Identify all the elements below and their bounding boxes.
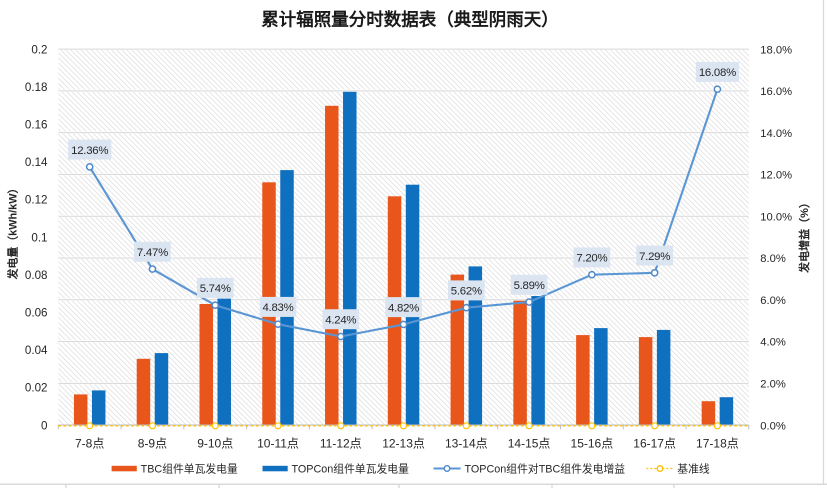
svg-text:0.18: 0.18 (25, 81, 48, 94)
svg-text:9-10点: 9-10点 (197, 437, 233, 451)
svg-text:14-15点: 14-15点 (508, 437, 551, 451)
svg-text:12-13点: 12-13点 (382, 437, 425, 451)
svg-text:11-12点: 11-12点 (320, 437, 362, 451)
svg-text:5.89%: 5.89% (514, 280, 545, 292)
svg-text:2.0%: 2.0% (760, 379, 786, 391)
svg-text:TBC组件单瓦发电量: TBC组件单瓦发电量 (141, 462, 238, 476)
svg-text:8-9点: 8-9点 (138, 437, 167, 451)
svg-text:4.83%: 4.83% (262, 302, 293, 314)
svg-text:18.0%: 18.0% (760, 44, 792, 56)
svg-text:4.0%: 4.0% (760, 337, 786, 349)
svg-text:10.0%: 10.0% (760, 211, 792, 223)
svg-text:16-17点: 16-17点 (633, 437, 676, 451)
svg-text:0: 0 (41, 419, 47, 432)
svg-text:0.12: 0.12 (25, 194, 48, 207)
svg-text:5.74%: 5.74% (200, 283, 231, 295)
svg-text:TOPCon组件单瓦发电量: TOPCon组件单瓦发电量 (292, 462, 410, 476)
svg-text:0.0%: 0.0% (760, 420, 786, 432)
svg-text:0.06: 0.06 (25, 307, 48, 320)
svg-text:15-16点: 15-16点 (571, 437, 614, 451)
svg-text:4.82%: 4.82% (388, 302, 419, 314)
svg-text:7-8点: 7-8点 (75, 437, 104, 451)
svg-text:0.02: 0.02 (25, 382, 48, 395)
svg-text:7.47%: 7.47% (137, 247, 168, 259)
svg-text:0.14: 0.14 (25, 156, 48, 169)
svg-text:14.0%: 14.0% (760, 128, 792, 140)
svg-text:6.0%: 6.0% (760, 295, 786, 307)
svg-text:0.1: 0.1 (31, 231, 47, 244)
svg-text:12.36%: 12.36% (71, 145, 108, 157)
svg-text:4.24%: 4.24% (325, 315, 356, 327)
svg-text:发电增益（%）: 发电增益（%） (797, 197, 811, 274)
svg-text:发电量（kWh/kW）: 发电量（kWh/kW） (6, 183, 20, 281)
svg-text:13-14点: 13-14点 (445, 437, 488, 451)
svg-text:8.0%: 8.0% (760, 253, 786, 265)
svg-text:5.62%: 5.62% (451, 286, 482, 298)
svg-text:10-11点: 10-11点 (257, 437, 299, 451)
svg-text:16.0%: 16.0% (760, 86, 792, 98)
svg-text:累计辐照量分时数据表（典型阴雨天）: 累计辐照量分时数据表（典型阴雨天） (261, 10, 559, 30)
svg-text:7.20%: 7.20% (576, 253, 607, 265)
svg-text:0.16: 0.16 (25, 119, 48, 132)
svg-text:0.04: 0.04 (25, 344, 48, 357)
svg-text:12.0%: 12.0% (760, 170, 792, 182)
svg-text:16.08%: 16.08% (699, 67, 736, 79)
svg-text:0.2: 0.2 (31, 43, 47, 56)
svg-text:17-18点: 17-18点 (696, 437, 739, 451)
svg-text:7.29%: 7.29% (639, 251, 670, 263)
svg-text:基准线: 基准线 (677, 462, 710, 476)
svg-text:TOPCon组件对TBC组件发电增益: TOPCon组件对TBC组件发电增益 (465, 462, 626, 476)
svg-text:0.08: 0.08 (25, 269, 48, 282)
